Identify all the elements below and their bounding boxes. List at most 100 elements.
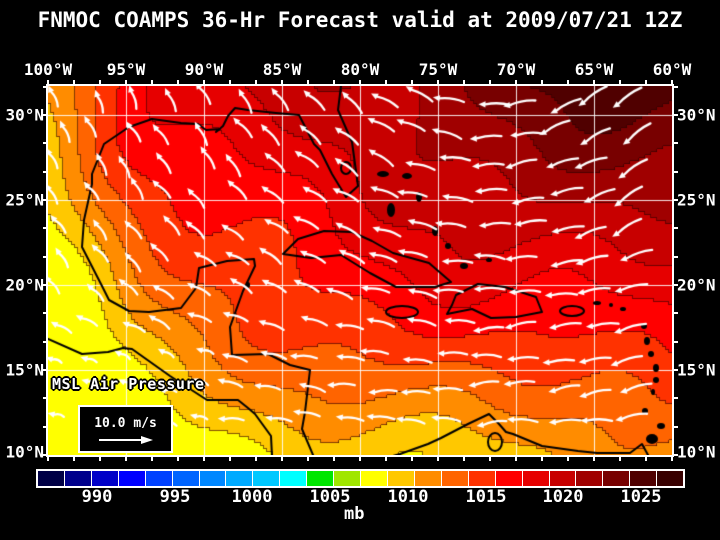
colorbar-segment — [603, 471, 630, 486]
axis-tick — [359, 457, 361, 461]
lon-tick-label: 80°W — [340, 60, 380, 79]
lat-tick-label: 10°N — [5, 442, 44, 462]
colorbar-segment — [441, 471, 468, 486]
axis-tick — [437, 457, 439, 461]
colorbar-tick-label: 1010 — [387, 487, 429, 507]
colorbar-segment — [253, 471, 280, 486]
colorbar-segment — [361, 471, 387, 486]
axis-tick — [203, 80, 205, 84]
axis-tick — [674, 397, 678, 400]
axis-tick — [43, 284, 47, 286]
lon-tick-label: 90°W — [184, 60, 224, 79]
axis-tick — [307, 80, 309, 84]
pressure-wind-map — [48, 86, 672, 455]
axis-tick — [674, 142, 678, 145]
axis-tick — [674, 227, 678, 230]
colorbar-units: mb — [344, 504, 365, 524]
axis-tick — [463, 457, 465, 461]
colorbar-segment — [630, 471, 657, 486]
axis-tick — [47, 80, 49, 84]
colorbar-segment — [387, 471, 414, 486]
axis-tick — [671, 457, 673, 461]
axis-tick — [674, 199, 678, 202]
axis-tick — [515, 80, 517, 84]
lat-tick-label: 10°N — [677, 442, 716, 462]
colorbar-segment — [226, 471, 253, 486]
colorbar-segment — [657, 471, 684, 486]
axis-tick — [203, 457, 205, 461]
lat-tick-label: 25°N — [677, 190, 716, 210]
axis-tick — [43, 312, 47, 315]
lon-tick-label: 95°W — [106, 60, 146, 79]
axis-tick — [73, 457, 75, 461]
lat-tick-label: 15°N — [5, 360, 44, 380]
axis-tick — [255, 80, 257, 84]
axis-tick — [541, 80, 543, 84]
axis-tick — [281, 457, 283, 461]
axis-tick — [281, 80, 283, 84]
axis-tick — [674, 340, 678, 343]
colorbar-segment — [468, 471, 495, 486]
colorbar-segment — [199, 471, 226, 486]
axis-tick — [674, 284, 678, 286]
axis-tick — [674, 312, 678, 315]
lat-tick-label: 20°N — [677, 275, 716, 295]
axis-tick — [463, 80, 465, 84]
lon-tick-label: 75°W — [418, 60, 458, 79]
axis-tick — [515, 457, 517, 461]
colorbar-segment — [307, 471, 334, 486]
axis-tick — [674, 255, 678, 258]
axis-tick — [489, 80, 491, 84]
colorbar-segment — [118, 471, 145, 486]
axis-tick — [43, 114, 47, 117]
axis-tick — [437, 80, 439, 84]
colorbar-segment — [495, 471, 522, 486]
axis-tick — [229, 457, 231, 461]
axis-tick — [43, 340, 47, 343]
axis-tick — [43, 142, 47, 145]
axis-tick — [411, 80, 413, 84]
colorbar-segment — [414, 471, 441, 486]
colorbar-segment — [38, 471, 64, 486]
axis-tick — [385, 457, 387, 461]
lon-tick-label: 100°W — [23, 60, 73, 79]
pressure-colorbar — [36, 469, 685, 488]
axis-tick — [674, 114, 678, 117]
colorbar-tick-label: 1020 — [542, 487, 584, 507]
colorbar-segment — [145, 471, 172, 486]
axis-tick — [385, 80, 387, 84]
colorbar-segment — [64, 471, 91, 486]
forecast-title: FNMOC COAMPS 36-Hr Forecast valid at 200… — [37, 8, 683, 32]
colorbar-segment — [334, 471, 361, 486]
colorbar-tick-label: 1000 — [231, 487, 273, 507]
axis-tick — [43, 397, 47, 400]
axis-tick — [47, 457, 49, 461]
axis-tick — [43, 170, 47, 173]
axis-tick — [125, 80, 127, 84]
lon-tick-label: 65°W — [574, 60, 614, 79]
colorbar-segment — [549, 471, 576, 486]
axis-tick — [674, 170, 678, 173]
colorbar-segment — [91, 471, 118, 486]
colorbar-tick-label: 995 — [159, 487, 191, 507]
axis-tick — [619, 80, 621, 84]
axis-tick — [359, 80, 361, 84]
lat-tick-label: 25°N — [5, 190, 44, 210]
axis-tick — [674, 425, 678, 428]
axis-tick — [489, 457, 491, 461]
lat-tick-label: 30°N — [677, 105, 716, 125]
lon-tick-label: 70°W — [496, 60, 536, 79]
axis-tick — [43, 369, 47, 371]
axis-tick — [333, 457, 335, 461]
axis-tick — [43, 255, 47, 258]
axis-tick — [645, 457, 647, 461]
axis-tick — [151, 80, 153, 84]
colorbar-tick-label: 1005 — [309, 487, 351, 507]
axis-tick — [411, 457, 413, 461]
axis-tick — [674, 369, 678, 371]
lat-tick-label: 30°N — [5, 105, 44, 125]
axis-tick — [567, 457, 569, 461]
axis-tick — [671, 80, 673, 84]
axis-tick — [43, 199, 47, 202]
